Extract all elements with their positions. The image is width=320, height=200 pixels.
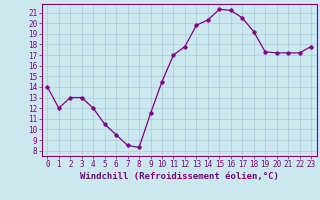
X-axis label: Windchill (Refroidissement éolien,°C): Windchill (Refroidissement éolien,°C): [80, 172, 279, 181]
